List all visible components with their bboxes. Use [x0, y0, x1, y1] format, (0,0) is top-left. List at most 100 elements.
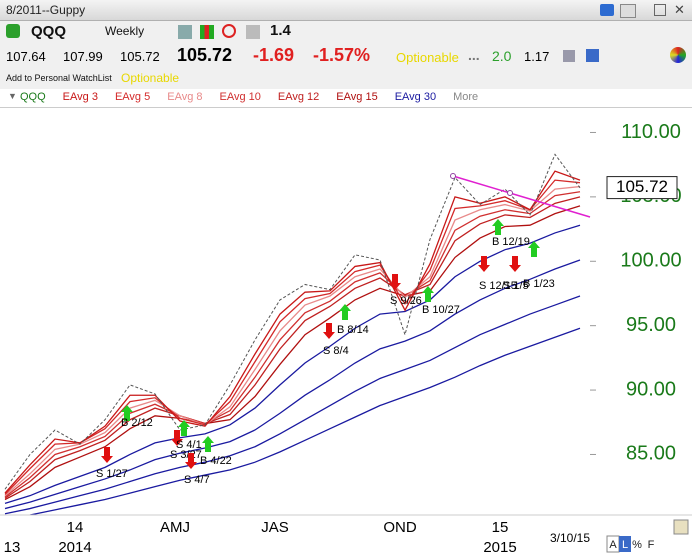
- legend-more[interactable]: More: [453, 91, 479, 103]
- ema-line: [4, 185, 581, 497]
- signal-label: B 12/19: [492, 236, 530, 248]
- ema-line: [4, 179, 581, 495]
- footer-box[interactable]: [619, 536, 631, 552]
- x-tick-label: 15: [492, 519, 509, 536]
- x-tick-label: OND: [383, 519, 417, 536]
- signal-label: B 10/27: [422, 304, 460, 316]
- y-tick-label: 90.00: [626, 378, 676, 400]
- add-watchlist[interactable]: Add to Personal WatchList: [6, 73, 112, 83]
- toolbar: QQQ Weekly 1.4: [0, 21, 692, 43]
- value2: 1.17: [524, 49, 550, 64]
- trend-segment: [452, 175, 591, 218]
- ema-line: [4, 170, 581, 494]
- legend-entry[interactable]: EAvg 5: [114, 91, 151, 103]
- sell-arrow: [101, 447, 113, 463]
- ema-line: [4, 196, 581, 499]
- sell-arrow: [171, 430, 183, 446]
- title-bar: 8/2011--Guppy ✕: [0, 0, 692, 21]
- legend-entry[interactable]: EAvg 12: [277, 91, 320, 103]
- watchlist-row: Add to Personal WatchList Optionable: [0, 69, 692, 89]
- symbol[interactable]: QQQ: [31, 23, 67, 40]
- zoom: 1.4: [270, 22, 291, 39]
- x-year-label: 2014: [58, 539, 91, 556]
- legend: ▼ QQQ EAvg 3 EAvg 5 EAvg 8 EAvg 10 EAvg 12 EAvg…: [0, 89, 692, 108]
- tv-icon[interactable]: [620, 4, 636, 18]
- timeframe[interactable]: Weekly: [105, 24, 145, 38]
- signal-label: B 2/12: [121, 417, 153, 429]
- edit-icon[interactable]: [673, 519, 689, 535]
- ema-line: [4, 295, 581, 515]
- last-price-box: [606, 176, 678, 200]
- sell-arrow: [185, 453, 197, 469]
- legend-entry[interactable]: EAvg 8: [167, 91, 203, 103]
- close[interactable]: ✕: [674, 2, 685, 17]
- trend-handle[interactable]: [507, 190, 513, 196]
- ema-line: [4, 205, 581, 501]
- signal-label: S 4/7: [184, 474, 210, 486]
- x-year-label: 2015: [483, 539, 516, 556]
- tool-icon[interactable]: [178, 25, 192, 39]
- legend-entry[interactable]: EAvg 10: [219, 91, 261, 103]
- sell-arrow: [389, 274, 401, 290]
- ema-line: [4, 259, 581, 510]
- signal-label: B 8/14: [337, 324, 369, 336]
- date-label: 3/10/15: [550, 531, 590, 545]
- legend-entry[interactable]: EAvg 3: [62, 91, 98, 103]
- buy-arrow: [202, 436, 214, 452]
- bars-icon[interactable]: [200, 25, 214, 39]
- grid-icon[interactable]: [246, 25, 260, 39]
- color-wheel[interactable]: [670, 47, 686, 63]
- footer-button: %: [632, 539, 642, 551]
- optionable: Optionable: [396, 50, 459, 65]
- plot: [4, 153, 581, 515]
- s-icon[interactable]: [600, 4, 614, 16]
- db-icon[interactable]: [563, 50, 575, 62]
- maximize[interactable]: [654, 4, 666, 16]
- x-year-label: 13: [4, 539, 21, 556]
- footer-button: A: [609, 539, 617, 551]
- trend-handle[interactable]: [450, 173, 456, 179]
- ema-line: [25, 327, 581, 515]
- legend-entry[interactable]: QQQ: [20, 91, 46, 103]
- y-tick-label: 95.00: [626, 314, 676, 336]
- signal-label: S 9/26: [390, 295, 422, 307]
- buy-arrow: [121, 405, 133, 421]
- last-price-label: 105.72: [616, 177, 668, 196]
- buy-arrow: [422, 286, 434, 302]
- change: -1.69: [253, 45, 295, 65]
- value1: 2.0: [492, 48, 512, 64]
- legend-arrow[interactable]: ▼: [8, 91, 17, 101]
- sell-arrow: [323, 323, 335, 339]
- legend-entry[interactable]: EAvg 15: [336, 91, 378, 103]
- buy-arrow: [178, 420, 190, 436]
- sell-arrow: [509, 256, 521, 272]
- window-title: 8/2011--Guppy: [6, 3, 86, 17]
- signal-label: S 8/4: [323, 345, 349, 357]
- x-tick-label: 14: [67, 519, 84, 536]
- change-pct: -1.57%: [313, 45, 371, 65]
- buy-arrow: [492, 219, 504, 235]
- trend-line: [450, 173, 591, 218]
- footer-button: L: [622, 539, 628, 551]
- legend-entry[interactable]: EAvg 30: [394, 91, 437, 103]
- high: 107.99: [63, 49, 103, 64]
- signal-label: B 4/22: [200, 455, 232, 467]
- y-tick-label: 85.00: [626, 443, 676, 465]
- alarm-icon[interactable]: [222, 24, 236, 38]
- save-icon[interactable]: [586, 49, 599, 62]
- y-tick-label: 100.00: [620, 250, 681, 272]
- add-icon[interactable]: [6, 24, 20, 38]
- footer-button: F: [648, 539, 655, 551]
- last: 105.72: [177, 45, 233, 65]
- buy-arrow: [528, 241, 540, 257]
- x-tick-label: JAS: [261, 519, 289, 536]
- dots: ...: [468, 47, 480, 63]
- open: 107.64: [6, 49, 46, 64]
- y-tick-label: 110.00: [621, 121, 681, 143]
- price-line: [4, 153, 581, 490]
- signal-label: B 1/23: [523, 278, 555, 290]
- ema-line: [4, 191, 581, 498]
- low: 105.72: [120, 49, 160, 64]
